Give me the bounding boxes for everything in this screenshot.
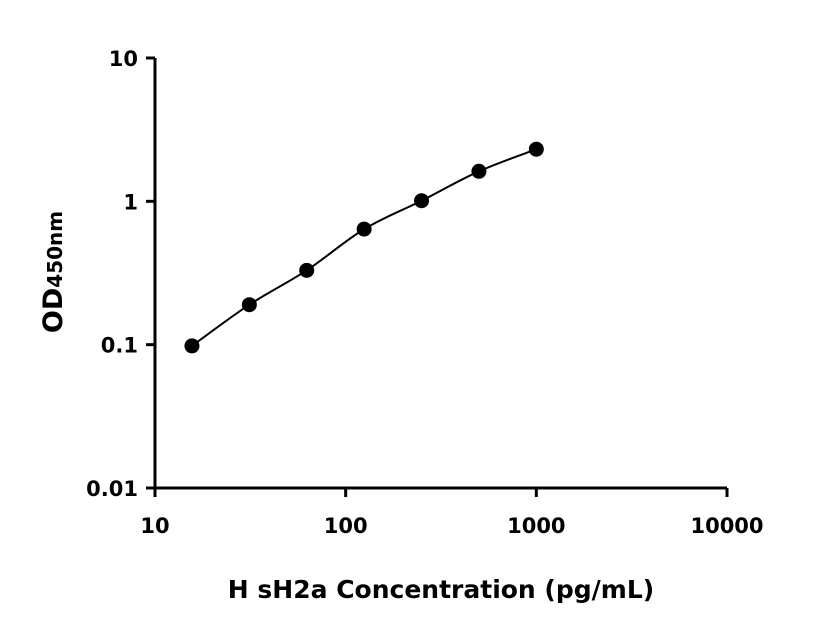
data-point <box>414 193 430 209</box>
data-point <box>528 141 544 157</box>
y-tick-label: 10 <box>109 47 138 71</box>
data-point <box>299 262 315 278</box>
axes <box>146 56 729 497</box>
y-tick-label: 1 <box>123 190 138 214</box>
y-tick-label: 0.01 <box>86 477 138 501</box>
x-tick-label: 10 <box>140 514 169 538</box>
y-tick-label: 0.1 <box>101 334 138 358</box>
x-tick-label: 100 <box>324 514 368 538</box>
data-point <box>356 221 372 237</box>
data-point <box>471 163 487 179</box>
data-point <box>184 338 200 354</box>
y-axis-label-main: OD <box>38 288 69 333</box>
data-points <box>184 141 544 354</box>
fit-curve <box>191 148 537 347</box>
tick-labels: 10 100 1000 10000 0.01 0.1 1 10 <box>86 47 763 538</box>
data-point <box>241 297 257 313</box>
x-tick-label: 10000 <box>690 514 763 538</box>
x-axis-label: H sH2a Concentration (pg/mL) <box>228 575 654 604</box>
x-tick-label: 1000 <box>507 514 565 538</box>
y-axis-label-sub: 450nm <box>43 211 67 288</box>
y-axis-label: OD450nm <box>38 211 69 333</box>
